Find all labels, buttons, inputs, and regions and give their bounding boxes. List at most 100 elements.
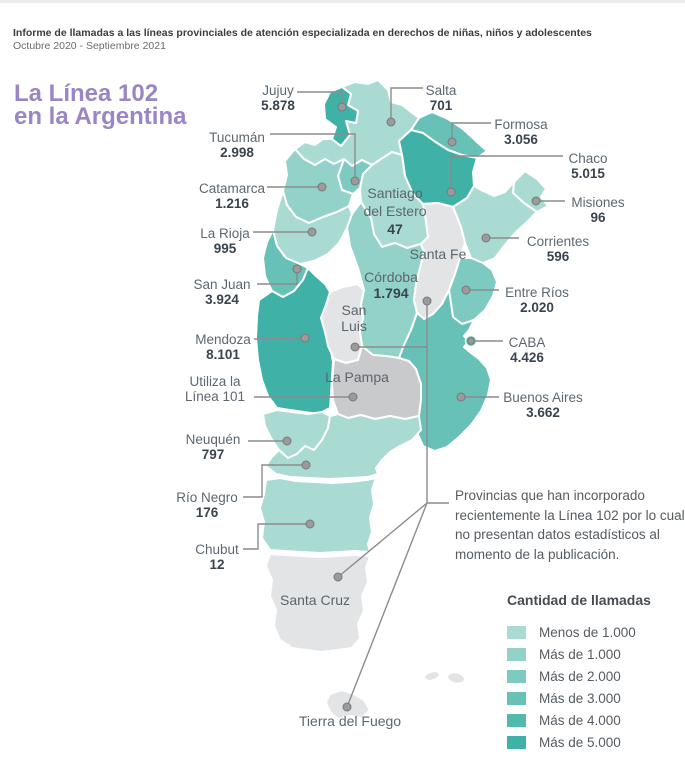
province-value: 3.056: [504, 132, 538, 147]
maplabel-san-luis: San Luis: [341, 302, 367, 334]
dot-tierra-del-fuego: [342, 702, 352, 712]
province-mendoza: [255, 267, 334, 415]
dot-misiones: [531, 196, 541, 206]
province-value: 3.924: [205, 292, 239, 307]
connector-salta: [390, 87, 423, 122]
province-name: del Estero: [363, 203, 427, 219]
maplabel-la-pampa: La Pampa: [325, 369, 389, 385]
dot-tucuman: [350, 176, 360, 186]
note-line2: Línea 101: [184, 389, 246, 404]
callout-la-rioja: La Rioja 995: [200, 226, 250, 256]
legend-label: Menos de 1.000: [539, 624, 636, 640]
maplabel-santiago-del-estero: Santiago del Estero 47: [363, 184, 426, 238]
maplabel-santa-cruz: Santa Cruz: [280, 592, 350, 608]
province-name: Santa Fe: [409, 246, 467, 262]
province-name: Chaco: [568, 151, 608, 166]
province-name: Neuquén: [185, 432, 241, 447]
connector-chaco: [450, 155, 563, 192]
connector-formosa: [451, 122, 491, 142]
dot-san-juan: [292, 264, 302, 274]
dot-mendoza: [300, 333, 310, 343]
province-name: Catamarca: [198, 181, 266, 196]
province-value: 47: [387, 221, 403, 237]
callout-rio-negro: Río Negro 176: [176, 490, 238, 520]
callout-neuquen: Neuquén 797: [186, 432, 241, 462]
malvinas-island-east: [446, 671, 466, 685]
maplabel-cordoba: Córdoba 1.794: [364, 269, 418, 301]
legend-swatch: [507, 625, 526, 639]
callout-chaco: Chaco 5.015: [568, 151, 607, 181]
dot-la-rioja: [307, 227, 317, 237]
legend-swatch: [507, 691, 526, 705]
dot-corrientes: [481, 233, 491, 243]
province-name: Córdoba: [364, 269, 418, 285]
legend: Cantidad de llamadas Menos de 1.000 Más …: [507, 592, 651, 753]
legend-item: Más de 3.000: [507, 687, 651, 709]
province-name: Salta: [425, 83, 457, 98]
report-period: Octubre 2020 - Septiembre 2021: [13, 40, 166, 52]
province-value: 1.216: [215, 196, 249, 211]
callout-entre-rios: Entre Ríos 2.020: [505, 285, 569, 315]
connector-mendoza: [253, 337, 306, 340]
dot-san-luis: [350, 342, 360, 352]
province-jujuy: [323, 86, 359, 147]
legend-label: Más de 2.000: [539, 668, 621, 684]
province-name: Entre Ríos: [505, 285, 569, 300]
legend-swatch: [507, 647, 526, 661]
province-name: San: [341, 302, 367, 318]
dot-rio-negro: [301, 460, 311, 470]
dot-jujuy: [337, 102, 347, 112]
connector-chubut: [243, 523, 310, 550]
legend-swatch: [507, 735, 526, 749]
callout-caba: CABA 4.426: [509, 335, 546, 365]
province-value: 5.015: [571, 166, 605, 181]
province-name: Río Negro: [176, 490, 238, 505]
province-name: Santa Cruz: [279, 592, 351, 608]
maplabel-tierra-del-fuego: Tierra del Fuego: [299, 713, 401, 729]
legend-item: Más de 5.000: [507, 731, 651, 753]
dot-buenos-aires: [456, 392, 466, 402]
legend-item: Menos de 1.000: [507, 621, 651, 643]
dot-entre-rios: [461, 285, 471, 295]
province-name: Chubut: [195, 542, 239, 557]
legend-item: Más de 1.000: [507, 643, 651, 665]
province-entre-rios: [448, 257, 498, 325]
dot-caba: [467, 337, 475, 345]
legend-item: Más de 2.000: [507, 665, 651, 687]
legend-label: Más de 3.000: [539, 690, 621, 706]
legend-title: Cantidad de llamadas: [507, 592, 651, 608]
maplabel-santa-fe: Santa Fe: [410, 246, 467, 262]
callout-formosa: Formosa 3.056: [494, 117, 547, 147]
province-value: 1.794: [373, 285, 409, 301]
dot-neuquen: [282, 436, 292, 446]
province-name: Formosa: [494, 117, 548, 132]
province-value: 5.878: [261, 98, 295, 113]
callout-chubut: Chubut 12: [195, 542, 239, 572]
dot-la-pampa: [348, 392, 358, 402]
callout-catamarca: Catamarca 1.216: [199, 181, 265, 211]
legend-label: Más de 5.000: [539, 734, 621, 750]
province-value: 96: [590, 210, 606, 225]
dot-catamarca: [317, 182, 327, 192]
connector-note-santa-cruz: [337, 502, 428, 578]
callout-jujuy: Jujuy 5.878: [261, 83, 295, 113]
province-name: CABA: [508, 335, 546, 350]
callout-salta: Salta 701: [426, 83, 457, 113]
province-name: Luis: [341, 318, 367, 334]
province-name: Tucumán: [209, 130, 265, 145]
province-name: Santiago: [367, 185, 423, 201]
province-value: 995: [213, 241, 237, 256]
dot-santa-fe: [422, 296, 432, 306]
page-title-line1: La Línea 102: [14, 80, 159, 107]
province-name: La Rioja: [200, 226, 250, 241]
dot-chaco: [446, 187, 456, 197]
province-value: 12: [209, 557, 225, 572]
connector-jujuy: [297, 91, 343, 106]
no-data-note: Provincias que han incorporado recientem…: [455, 488, 685, 562]
province-name: Corrientes: [526, 234, 590, 249]
report-title: Informe de llamadas a las líneas provinc…: [13, 27, 592, 39]
province-value: 3.662: [526, 405, 560, 420]
dot-santa-cruz: [333, 572, 343, 582]
